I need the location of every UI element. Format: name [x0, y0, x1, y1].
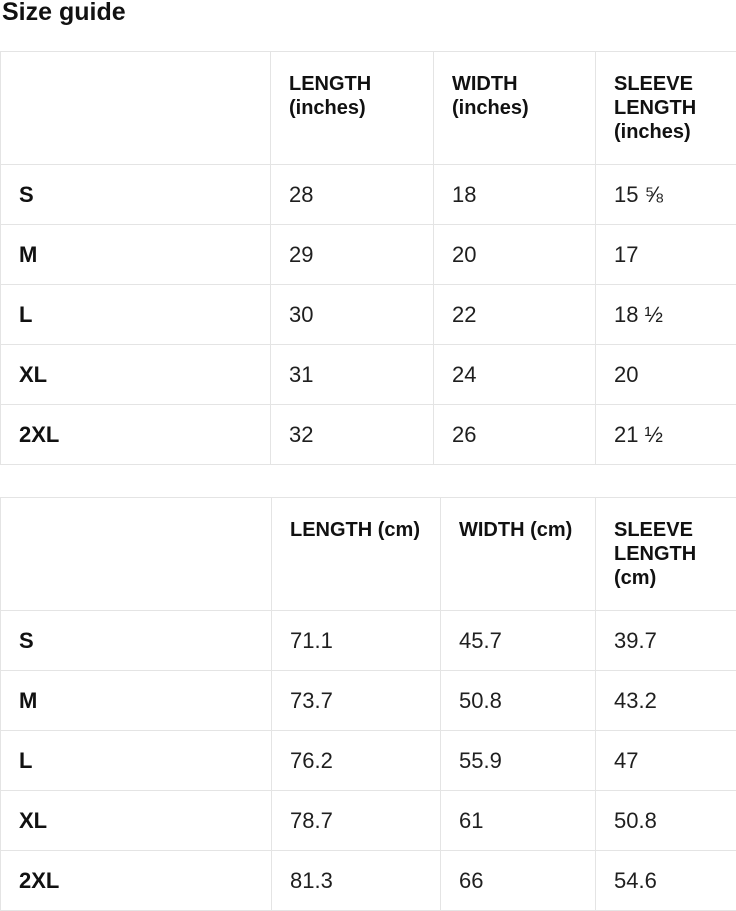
row-label-size: 2XL: [1, 851, 272, 911]
cell-width: 18: [434, 165, 596, 225]
cell-width: 55.9: [441, 731, 596, 791]
column-header-sleeve-length: SLEEVE LENGTH (cm): [596, 498, 736, 611]
cell-width: 61: [441, 791, 596, 851]
table-row-xl: XL 31 24 20: [1, 345, 736, 405]
header-row: LENGTH (cm) WIDTH (cm) SLEEVE LENGTH (cm…: [1, 498, 736, 611]
row-label-size: XL: [1, 345, 271, 405]
row-label-size: L: [1, 285, 271, 345]
cell-length: 31: [271, 345, 434, 405]
table-row-xl: XL 78.7 61 50.8: [1, 791, 736, 851]
table-row-s: S 28 18 15 ⅝: [1, 165, 736, 225]
cell-sleeve-length: 15 ⅝: [596, 165, 736, 225]
table-row-l: L 76.2 55.9 47: [1, 731, 736, 791]
row-label-size: S: [1, 611, 272, 671]
column-header-length: LENGTH (inches): [271, 52, 434, 165]
table-row-2xl: 2XL 32 26 21 ½: [1, 405, 736, 465]
cell-sleeve-length: 18 ½: [596, 285, 736, 345]
cell-length: 71.1: [272, 611, 441, 671]
column-header-empty: [1, 52, 271, 165]
row-label-size: M: [1, 225, 271, 285]
cell-width: 26: [434, 405, 596, 465]
table-row-l: L 30 22 18 ½: [1, 285, 736, 345]
column-header-width: WIDTH (cm): [441, 498, 596, 611]
cell-sleeve-length: 39.7: [596, 611, 736, 671]
table-row-s: S 71.1 45.7 39.7: [1, 611, 736, 671]
cell-sleeve-length: 47: [596, 731, 736, 791]
size-table-inches: LENGTH (inches) WIDTH (inches) SLEEVE LE…: [0, 51, 736, 465]
cell-length: 28: [271, 165, 434, 225]
row-label-size: XL: [1, 791, 272, 851]
table-row-m: M 73.7 50.8 43.2: [1, 671, 736, 731]
column-header-length: LENGTH (cm): [272, 498, 441, 611]
cell-sleeve-length: 17: [596, 225, 736, 285]
cell-sleeve-length: 54.6: [596, 851, 736, 911]
cell-sleeve-length: 20: [596, 345, 736, 405]
cell-length: 29: [271, 225, 434, 285]
cell-sleeve-length: 50.8: [596, 791, 736, 851]
row-label-size: L: [1, 731, 272, 791]
cell-width: 50.8: [441, 671, 596, 731]
cell-width: 45.7: [441, 611, 596, 671]
cell-width: 22: [434, 285, 596, 345]
cell-length: 76.2: [272, 731, 441, 791]
cell-width: 24: [434, 345, 596, 405]
cell-width: 66: [441, 851, 596, 911]
page-title: Size guide: [2, 0, 736, 25]
cell-length: 81.3: [272, 851, 441, 911]
table-row-2xl: 2XL 81.3 66 54.6: [1, 851, 736, 911]
row-label-size: 2XL: [1, 405, 271, 465]
row-label-size: S: [1, 165, 271, 225]
cell-sleeve-length: 43.2: [596, 671, 736, 731]
cell-width: 20: [434, 225, 596, 285]
cell-sleeve-length: 21 ½: [596, 405, 736, 465]
cell-length: 30: [271, 285, 434, 345]
row-label-size: M: [1, 671, 272, 731]
header-row: LENGTH (inches) WIDTH (inches) SLEEVE LE…: [1, 52, 736, 165]
cell-length: 32: [271, 405, 434, 465]
cell-length: 78.7: [272, 791, 441, 851]
size-table-cm: LENGTH (cm) WIDTH (cm) SLEEVE LENGTH (cm…: [0, 497, 736, 911]
column-header-sleeve-length: SLEEVE LENGTH (inches): [596, 52, 736, 165]
column-header-width: WIDTH (inches): [434, 52, 596, 165]
table-row-m: M 29 20 17: [1, 225, 736, 285]
column-header-empty: [1, 498, 272, 611]
cell-length: 73.7: [272, 671, 441, 731]
